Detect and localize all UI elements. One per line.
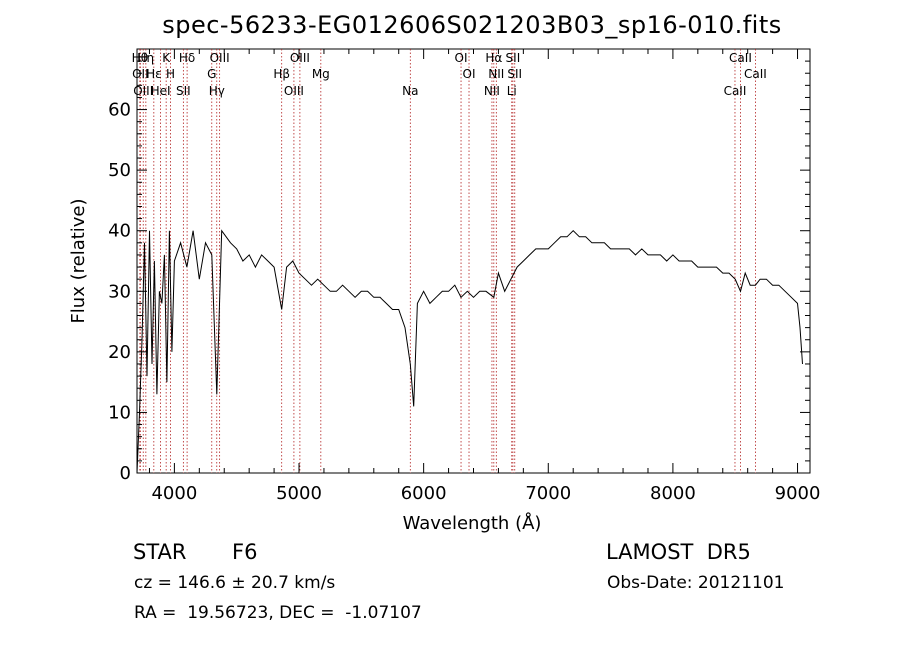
coordinates-text: RA = 19.56723, DEC = -1.07107 — [134, 603, 422, 623]
x-axis-ticks: 4000 5000 6000 7000 8000 9000 — [148, 49, 821, 504]
spectral-line-label: Hβ — [273, 67, 290, 81]
spectral-line-label: Hγ — [209, 84, 225, 98]
spectral-line-label: OIII — [284, 84, 304, 98]
spectral-line-label: G — [207, 67, 216, 81]
object-class: STAR — [133, 540, 187, 564]
y-tick-label: 30 — [108, 281, 131, 302]
y-axis-label: Flux (relative) — [68, 198, 89, 323]
spectral-line-label: NII — [488, 67, 504, 81]
spectral-line-label: Mg — [312, 67, 330, 81]
chart-title: spec-56233-EG012606S021203B03_sp16-010.f… — [162, 11, 782, 39]
spectral-line-labels: HθOIIOIIIHηHεHeIKHSIIHδGHγOIIIHβOIIIOIII… — [132, 51, 767, 98]
spectral-line-label: OI — [463, 67, 476, 81]
y-tick-label: 10 — [108, 402, 131, 423]
y-axis-ticks: 0 10 20 30 40 50 60 — [108, 60, 810, 484]
x-tick-label: 4000 — [151, 483, 197, 504]
spectral-line-label: Li — [507, 84, 517, 98]
spectral-line-label: SII — [176, 84, 191, 98]
spectral-line-label: SII — [506, 51, 521, 65]
spectral-line-label: OIII — [210, 51, 230, 65]
y-tick-label: 40 — [108, 221, 131, 242]
spectrum-series — [136, 229, 803, 474]
spectral-line-label: SII — [507, 67, 522, 81]
y-tick-label: 50 — [108, 160, 131, 181]
spectral-line-label: OIII — [290, 51, 310, 65]
x-tick-label: 5000 — [276, 483, 322, 504]
spectral-line-label: OII — [132, 67, 149, 81]
spectral-line-label: Hε — [146, 67, 162, 81]
x-tick-label: 8000 — [650, 483, 696, 504]
x-tick-label: 9000 — [775, 483, 821, 504]
spectral-line-label: HeI — [151, 84, 171, 98]
x-tick-label: 7000 — [525, 483, 571, 504]
object-subclass: F6 — [232, 540, 258, 564]
obs-date-text: Obs-Date: 20121101 — [607, 573, 785, 593]
spectral-line-label: OI — [455, 51, 468, 65]
redshift-text: cz = 146.6 ± 20.7 km/s — [134, 573, 336, 593]
spectral-line-label: Hδ — [179, 51, 195, 65]
spectral-line-label: Hθ — [132, 51, 148, 65]
spectral-line-label: NII — [484, 84, 500, 98]
survey-name: LAMOST DR5 — [606, 540, 751, 564]
spectrum-line — [136, 229, 803, 474]
spectral-line-label: CaII — [729, 51, 752, 65]
y-tick-label: 60 — [108, 100, 131, 121]
spectral-line-label: OIII — [133, 84, 153, 98]
spectral-line-label: Na — [402, 84, 418, 98]
spectral-line-label: Hη — [138, 51, 155, 65]
x-axis-label: Wavelength (Å) — [403, 512, 542, 534]
spectral-line-label: Hα — [485, 51, 502, 65]
y-tick-label: 20 — [108, 342, 131, 363]
spectral-line-label: CaII — [724, 84, 747, 98]
spectral-line-label: H — [166, 67, 175, 81]
y-tick-label: 0 — [120, 463, 131, 484]
spectral-line-markers — [139, 49, 756, 473]
spectral-line-label: CaII — [744, 67, 767, 81]
x-tick-label: 6000 — [401, 483, 447, 504]
spectral-line-label: K — [162, 51, 171, 65]
plot-frame — [136, 48, 811, 474]
